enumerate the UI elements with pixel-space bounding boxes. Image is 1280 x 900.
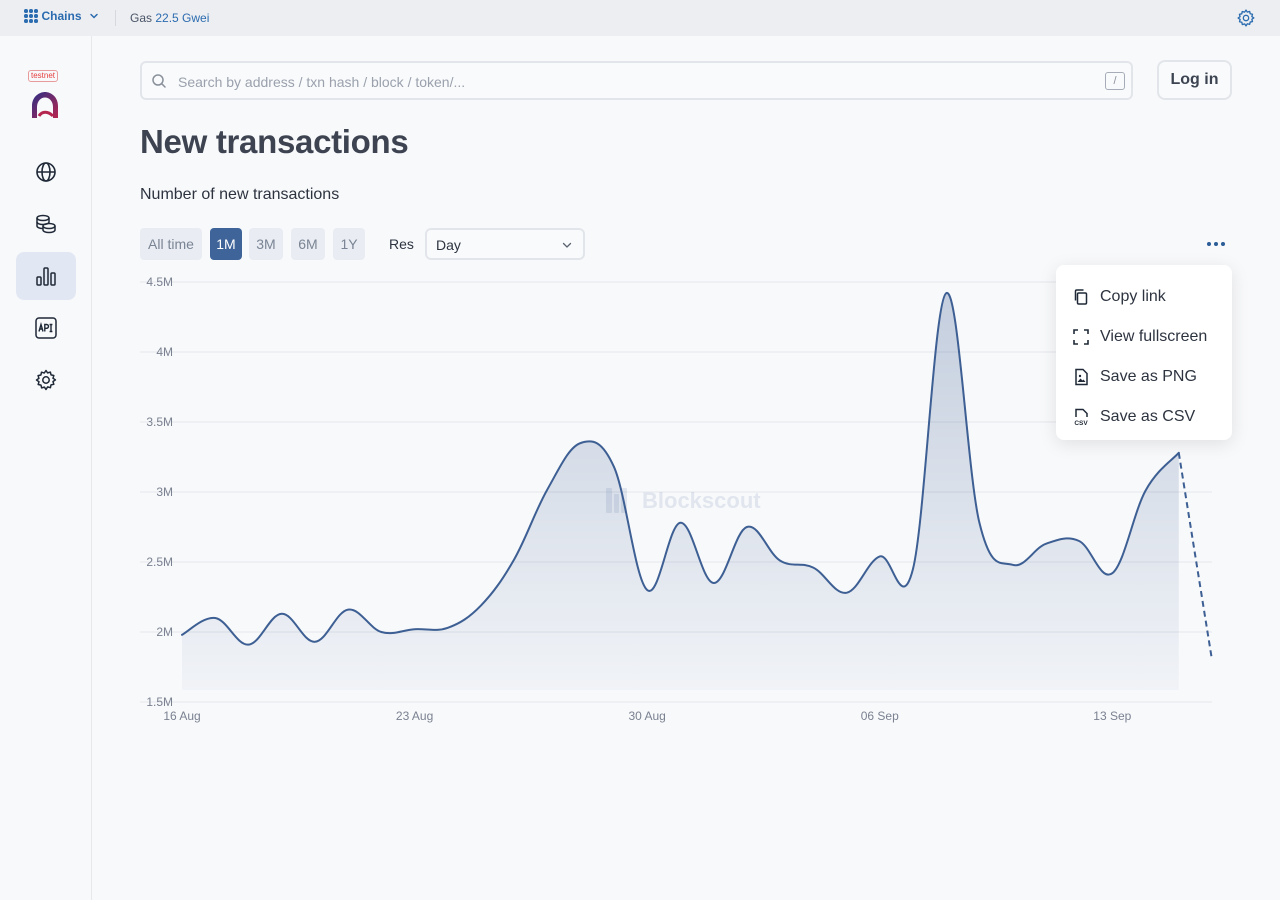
login-button[interactable]: Log in: [1157, 60, 1232, 100]
resolution-value: Day: [436, 237, 461, 253]
blockscout-watermark: Blockscout: [606, 488, 761, 513]
y-tick-label: 4.5M: [146, 275, 173, 289]
menu-save-csv[interactable]: CSV Save as CSV: [1056, 397, 1232, 437]
interval-1y[interactable]: 1Y: [333, 228, 365, 260]
gas-price[interactable]: Gas 22.5 Gwei: [130, 11, 209, 25]
settings-icon: [35, 369, 57, 391]
y-tick-label: 1.5M: [146, 695, 173, 709]
series-line: [181, 292, 1180, 646]
more-dot: [1207, 242, 1211, 246]
tokens-icon: [36, 214, 56, 234]
gas-value: 22.5 Gwei: [155, 11, 210, 25]
menu-label: Copy link: [1100, 288, 1166, 305]
watermark-text: Blockscout: [642, 488, 761, 513]
menu-label: Save as CSV: [1100, 408, 1196, 425]
chart-menu: Copy link View fullscreen Save as PNG CS…: [1056, 265, 1232, 440]
search-icon: [152, 74, 166, 88]
chart-menu-button[interactable]: [1200, 232, 1232, 256]
x-tick-label: 13 Sep: [1093, 709, 1131, 723]
stats-icon: [36, 267, 56, 286]
sidebar-item-settings[interactable]: [16, 356, 76, 404]
more-dot: [1214, 242, 1218, 246]
sidebar-item-blockchain[interactable]: [16, 148, 76, 196]
y-tick-label: 2.5M: [146, 555, 173, 569]
topbar-divider: [115, 10, 116, 26]
gas-label: Gas: [130, 11, 153, 25]
globe-icon: [36, 162, 56, 182]
chains-label: Chains: [41, 9, 82, 23]
menu-label: Save as PNG: [1100, 368, 1197, 385]
resolution-label: Res: [389, 236, 414, 252]
menu-view-fullscreen[interactable]: View fullscreen: [1056, 317, 1232, 357]
grid-icon: [24, 9, 38, 23]
y-tick-label: 2M: [156, 625, 173, 639]
chevron-down-icon: [562, 242, 572, 248]
sidebar-item-api[interactable]: [16, 304, 76, 352]
resolution-select[interactable]: Day: [425, 228, 585, 260]
chevron-down-icon: [89, 13, 98, 19]
network-logo[interactable]: [30, 90, 60, 120]
page-title: New transactions: [140, 123, 409, 160]
top-bar: Chains Gas 22.5 Gwei: [0, 0, 1280, 36]
y-axis-labels: 1.5M 2M 2.5M 3M 3.5M 4M 4.5M: [146, 275, 173, 709]
chart-title: Number of new transactions: [140, 186, 340, 203]
api-icon: [35, 317, 57, 339]
x-axis-labels: 16 Aug 23 Aug 30 Aug 06 Sep 13 Sep: [163, 709, 1131, 723]
chart-grid: [140, 281, 1212, 703]
interval-1m[interactable]: 1M: [210, 228, 242, 260]
sidebar-item-charts[interactable]: [16, 252, 76, 300]
menu-save-png[interactable]: Save as PNG: [1056, 357, 1232, 397]
more-dot: [1221, 242, 1225, 246]
series-line-partial: [1177, 452, 1213, 661]
interval-3m[interactable]: 3M: [249, 228, 283, 260]
series-area: [182, 292, 1179, 690]
x-tick-label: 16 Aug: [163, 709, 200, 723]
y-tick-label: 3M: [156, 485, 173, 499]
interval-all-time[interactable]: All time: [140, 228, 202, 260]
gear-icon[interactable]: [1236, 8, 1256, 28]
x-tick-label: 30 Aug: [628, 709, 665, 723]
search-shortcut-key: /: [1105, 72, 1125, 90]
sidebar: testnet: [0, 36, 92, 900]
sidebar-item-tokens[interactable]: [16, 200, 76, 248]
copy-icon: [1074, 289, 1088, 305]
fullscreen-icon: [1073, 329, 1089, 345]
search-placeholder: Search by address / txn hash / block / t…: [178, 74, 466, 90]
y-tick-label: 4M: [156, 345, 173, 359]
image-file-icon: [1075, 368, 1088, 386]
svg-text:CSV: CSV: [1074, 420, 1088, 426]
interval-6m[interactable]: 6M: [291, 228, 325, 260]
menu-label: View fullscreen: [1100, 328, 1208, 345]
menu-copy-link[interactable]: Copy link: [1056, 277, 1232, 317]
x-tick-label: 23 Aug: [396, 709, 433, 723]
network-badge: testnet: [28, 70, 59, 82]
csv-file-icon: CSV: [1074, 408, 1088, 426]
x-tick-label: 06 Sep: [861, 709, 899, 723]
chains-switcher[interactable]: Chains: [24, 9, 100, 23]
search-bar[interactable]: Search by address / txn hash / block / t…: [140, 61, 1133, 100]
y-tick-label: 3.5M: [146, 415, 173, 429]
